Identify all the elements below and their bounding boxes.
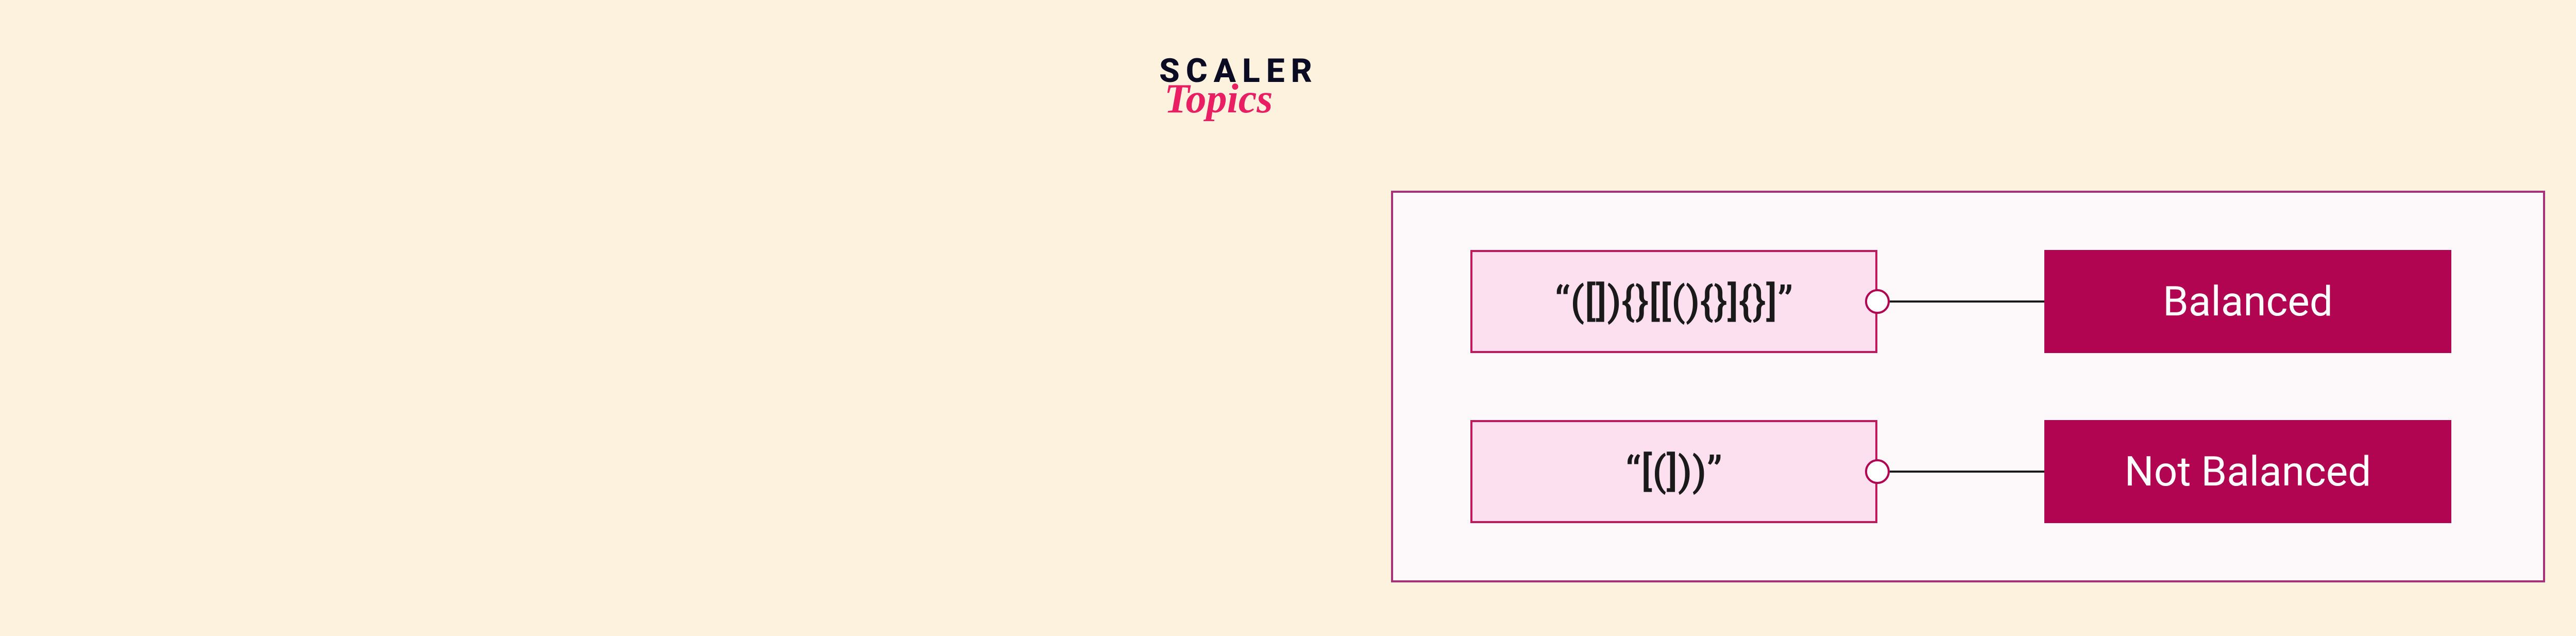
input-text: “([]){}[[(){}]{}]” xyxy=(1555,277,1793,326)
input-text: “[(]))” xyxy=(1625,447,1722,496)
diagram-panel: “([]){}[[(){}]{}]” Balanced “[(]))” Not … xyxy=(1391,191,2545,582)
input-box: “[(]))” xyxy=(1470,420,1877,523)
connector-line xyxy=(1890,300,2044,303)
logo-topics-text: Topics xyxy=(1164,76,1273,123)
result-box: Not Balanced xyxy=(2044,420,2451,523)
result-text: Not Balanced xyxy=(2125,447,2371,496)
result-text: Balanced xyxy=(2163,277,2333,326)
result-box: Balanced xyxy=(2044,250,2451,353)
connector-dot-icon xyxy=(1865,459,1890,484)
connector xyxy=(1877,459,2044,484)
brand-logo: SCALER Topics xyxy=(1159,52,1318,123)
connector xyxy=(1877,289,2044,314)
example-row: “[(]))” Not Balanced xyxy=(1470,420,2466,523)
connector-dot-icon xyxy=(1865,289,1890,314)
input-box: “([]){}[[(){}]{}]” xyxy=(1470,250,1877,353)
connector-line xyxy=(1890,471,2044,473)
example-row: “([]){}[[(){}]{}]” Balanced xyxy=(1470,250,2466,353)
